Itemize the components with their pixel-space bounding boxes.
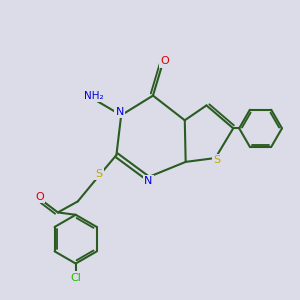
Text: O: O — [35, 192, 44, 202]
Text: N: N — [116, 107, 124, 117]
Text: O: O — [160, 56, 169, 66]
Text: N: N — [144, 176, 153, 186]
Text: S: S — [95, 169, 102, 179]
Text: Cl: Cl — [70, 272, 81, 283]
Text: S: S — [213, 155, 220, 165]
Text: NH₂: NH₂ — [84, 91, 104, 101]
